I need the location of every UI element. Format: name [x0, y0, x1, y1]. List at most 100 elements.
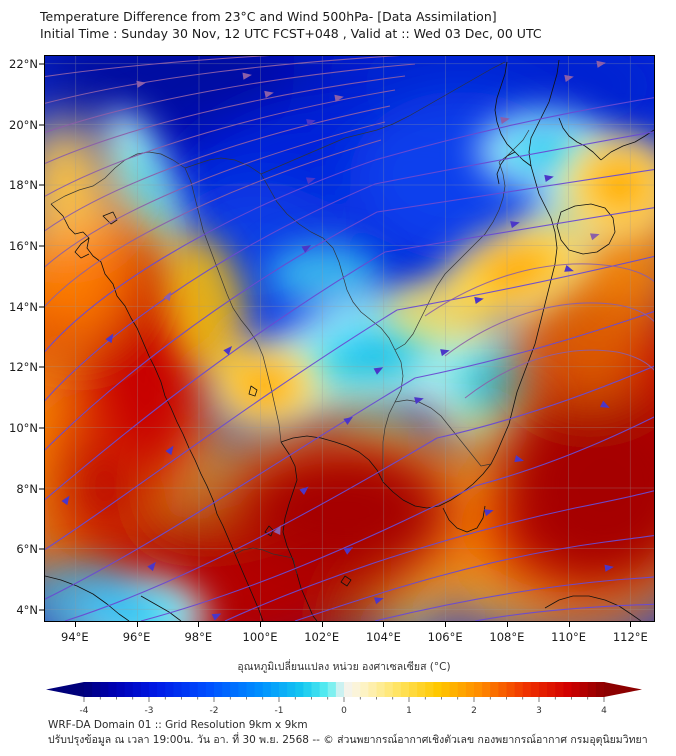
- longitude-tick-label: 106°E: [427, 630, 463, 644]
- longitude-tick-mark: [321, 622, 323, 627]
- colorbar-cell: [400, 682, 410, 697]
- chart-subtitle: Initial Time : Sunday 30 Nov, 12 UTC FCS…: [40, 26, 542, 41]
- colorbar-cell: [197, 682, 207, 697]
- latitude-tick-label: 22°N: [9, 57, 38, 72]
- colorbar-cell: [287, 682, 296, 697]
- latitude-tick-mark: [39, 63, 44, 65]
- colorbar-cell: [214, 682, 223, 697]
- colorbar-cell: [506, 682, 516, 697]
- country-borders: [50, 61, 530, 575]
- colorbar-cell: [311, 682, 321, 697]
- colorbar-cell: [441, 682, 451, 697]
- colorbar-cell: [368, 682, 377, 697]
- colorbar-cell: [352, 682, 361, 697]
- colorbar-cell: [490, 682, 499, 697]
- latitude-tick-mark: [39, 548, 44, 550]
- colorbar-label: อุณหภูมิเปลี่ยนแปลง หน่วย องศาเซลเซียส (…: [237, 661, 451, 673]
- latitude-tick-mark: [39, 306, 44, 308]
- colorbar-tick-label: -3: [145, 706, 154, 716]
- latitude-tick-label: 16°N: [9, 239, 38, 254]
- latitude-tick-mark: [39, 427, 44, 429]
- longitude-tick-label: 104°E: [365, 630, 401, 644]
- colorbar-tick-label: 1: [406, 706, 412, 716]
- colorbar-cell: [474, 682, 483, 697]
- latitude-tick-mark: [39, 184, 44, 186]
- colorbar-cell: [539, 682, 548, 697]
- colorbar-tick-label: -1: [275, 706, 284, 716]
- colorbar-cell: [547, 682, 556, 697]
- coastlines: [45, 59, 654, 621]
- longitude-tick-mark: [198, 622, 200, 627]
- colorbar-cell: [238, 682, 247, 697]
- colorbar-cell: [165, 682, 174, 697]
- colorbar-cell: [579, 682, 589, 697]
- colorbar-cell: [140, 682, 150, 697]
- colorbar-cell: [205, 682, 215, 697]
- latitude-tick-mark: [39, 488, 44, 490]
- temperature-field: [45, 56, 654, 621]
- colorbar-cell: [571, 682, 581, 697]
- colorbar-cell: [327, 682, 337, 697]
- colorbar-cell: [157, 682, 166, 697]
- latitude-tick-label: 18°N: [9, 178, 38, 193]
- colorbar-cell: [555, 682, 564, 697]
- latitude-tick-label: 8°N: [16, 481, 38, 496]
- colorbar-cell: [189, 682, 199, 697]
- latitude-tick-mark: [39, 124, 44, 126]
- colorbar-cell: [262, 682, 272, 697]
- colorbar-cell: [514, 682, 524, 697]
- colorbar-tick-label: 0: [341, 706, 347, 716]
- colorbar-cell: [173, 682, 182, 697]
- colorbar-cell: [498, 682, 507, 697]
- longitude-tick-label: 110°E: [551, 630, 587, 644]
- colorbar-cell: [295, 682, 304, 697]
- colorbar-ticks: -4 -3 -2 -1 0 1 2 3 4: [80, 697, 607, 716]
- colorbar-extend-max: [604, 682, 642, 697]
- colorbar-cell: [222, 682, 231, 697]
- longitude-tick-label: 96°E: [122, 630, 151, 644]
- latitude-tick-label: 10°N: [9, 420, 38, 435]
- colorbar-cell: [279, 682, 288, 697]
- longitude-tick-mark: [136, 622, 138, 627]
- colorbar-cell: [392, 682, 402, 697]
- longitude-tick-mark: [506, 622, 508, 627]
- colorbar-cell: [319, 682, 329, 697]
- colorbar-cell: [92, 682, 101, 697]
- colorbar-tick-label: 4: [601, 706, 607, 716]
- latitude-tick-label: 6°N: [16, 542, 38, 557]
- latitude-tick-mark: [39, 245, 44, 247]
- longitude-tick-mark: [445, 622, 447, 627]
- latitude-tick-label: 14°N: [9, 299, 38, 314]
- colorbar-cell: [100, 682, 109, 697]
- colorbar-tick-label: -4: [80, 706, 89, 716]
- latitude-tick-label: 20°N: [9, 117, 38, 132]
- colorbar-cell: [360, 682, 369, 697]
- footer-credit: ปรับปรุงข้อมูล ณ เวลา 19:00น. วัน อา. ที…: [48, 734, 648, 746]
- colorbar-cell: [522, 682, 532, 697]
- colorbar-cell: [425, 682, 434, 697]
- colorbar-cell: [563, 682, 572, 697]
- colorbar-cell: [254, 682, 264, 697]
- colorbar-cell: [132, 682, 142, 697]
- colorbar: อุณหภูมิเปลี่ยนแปลง หน่วย องศาเซลเซียส (…: [44, 658, 644, 724]
- longitude-tick-mark: [74, 622, 76, 627]
- colorbar-cell: [457, 682, 467, 697]
- colorbar-cell: [482, 682, 491, 697]
- longitude-tick-label: 98°E: [184, 630, 213, 644]
- colorbar-cell: [181, 682, 191, 697]
- chart-title-block: Temperature Difference from 23°C and Win…: [40, 8, 660, 42]
- longitude-tick-mark: [630, 622, 632, 627]
- longitude-tick-label: 94°E: [61, 630, 89, 644]
- colorbar-cell: [587, 682, 597, 697]
- longitude-tick-mark: [260, 622, 261, 627]
- map-plot-area: [44, 55, 655, 622]
- footer-block: WRF-DA Domain 01 :: Grid Resolution 9km …: [48, 718, 648, 748]
- colorbar-cell: [149, 682, 158, 697]
- colorbar-cell: [530, 682, 540, 697]
- footer-domain-info: WRF-DA Domain 01 :: Grid Resolution 9km …: [48, 719, 308, 731]
- colorbar-scale: -4 -3 -2 -1 0 1 2 3 4: [46, 682, 642, 716]
- colorbar-cells: [46, 682, 642, 697]
- colorbar-cell: [344, 682, 353, 697]
- longitude-tick-label: 112°E: [612, 630, 648, 644]
- latitude-tick-label: 4°N: [16, 602, 38, 617]
